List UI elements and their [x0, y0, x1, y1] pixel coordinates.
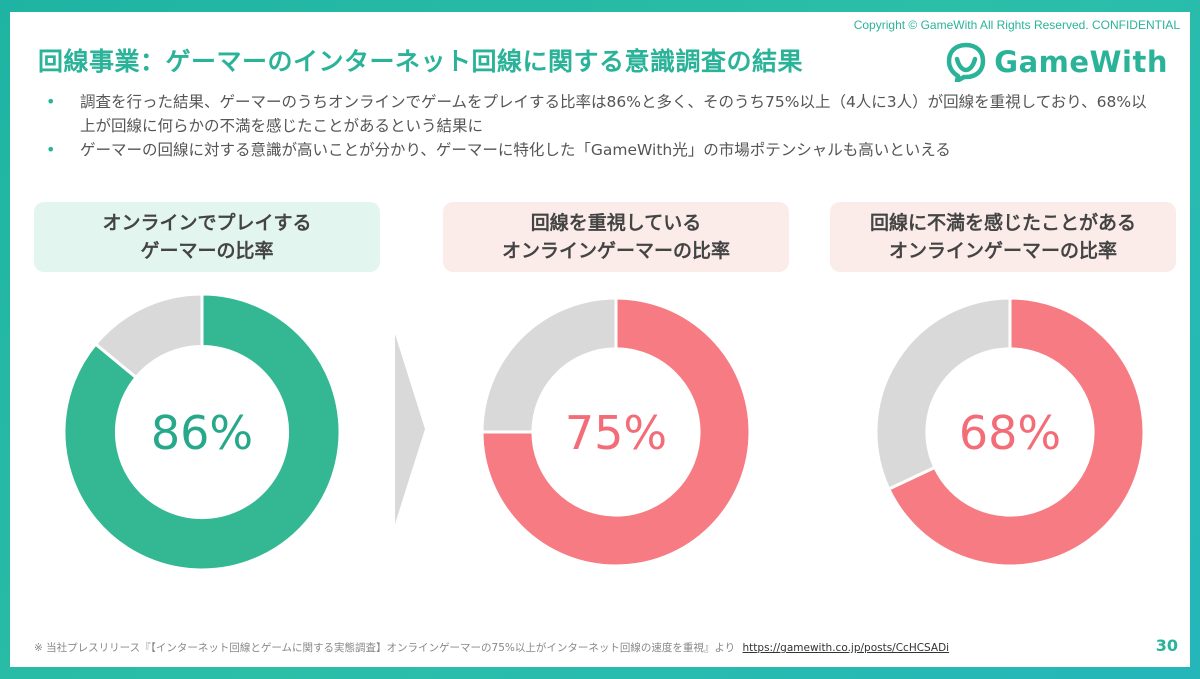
chart-3-title-line1: 回線に不満を感じたことがある: [869, 212, 1136, 234]
chart-3-label: 回線に不満を感じたことがある オンラインゲーマーの比率: [830, 202, 1176, 272]
donut-center-label: 86%: [151, 406, 253, 460]
donut-chart-connection-dissatisfaction: 68%: [874, 296, 1146, 568]
gamewith-logo: GameWith: [946, 42, 1168, 82]
slide-title: 回線事業：ゲーマーのインターネット回線に関する意識調査の結果: [38, 47, 804, 76]
pie-slice-remainder: [874, 296, 1012, 492]
chart-2-title-line2: オンラインゲーマーの比率: [501, 240, 730, 262]
pie-slice-value: [62, 292, 342, 572]
chart-1-title-line1: オンラインでプレイする: [102, 212, 312, 234]
pie-slice-remainder: [93, 292, 204, 380]
chevron-right-icon: [395, 334, 425, 524]
logo-text: GameWith: [994, 45, 1168, 79]
pie-slice-value: [480, 296, 752, 568]
chart-1-label: オンラインでプレイする ゲーマーの比率: [34, 202, 380, 272]
chart-1-title-line2: ゲーマーの比率: [140, 240, 274, 262]
source-text: ※ 当社プレスリリース『【インターネット回線とゲームに関する実態調査】オンライン…: [34, 642, 736, 654]
source-link[interactable]: https://gamewith.co.jp/posts/CcHCSADi: [742, 642, 950, 654]
copyright-notice: Copyright © GameWith All Rights Reserved…: [853, 18, 1180, 32]
donut-center-label: 75%: [565, 406, 667, 460]
bullet-item: 調査を行った結果、ゲーマーのうちオンラインでゲームをプレイする比率は86%と多く…: [40, 90, 1160, 138]
pie-slice-remainder: [480, 296, 618, 434]
chart-2-label: 回線を重視している オンラインゲーマーの比率: [443, 202, 789, 272]
summary-bullets: 調査を行った結果、ゲーマーのうちオンラインでゲームをプレイする比率は86%と多く…: [40, 90, 1160, 162]
pie-slice-value: [886, 296, 1146, 568]
donut-chart-connection-importance: 75%: [480, 296, 752, 568]
slide: Copyright © GameWith All Rights Reserved…: [10, 12, 1190, 667]
bullet-item: ゲーマーの回線に対する意識が高いことが分かり、ゲーマーに特化した「GameWit…: [40, 138, 1160, 162]
source-note: ※ 当社プレスリリース『【インターネット回線とゲームに関する実態調査】オンライン…: [34, 640, 949, 655]
chart-3-title-line2: オンラインゲーマーの比率: [888, 240, 1117, 262]
page-number: 30: [1155, 636, 1178, 655]
donut-center-label: 68%: [959, 406, 1061, 460]
gamewith-logo-icon: [947, 42, 986, 82]
donut-chart-online-players: 86%: [62, 292, 342, 572]
chart-2-title-line1: 回線を重視している: [530, 212, 702, 234]
